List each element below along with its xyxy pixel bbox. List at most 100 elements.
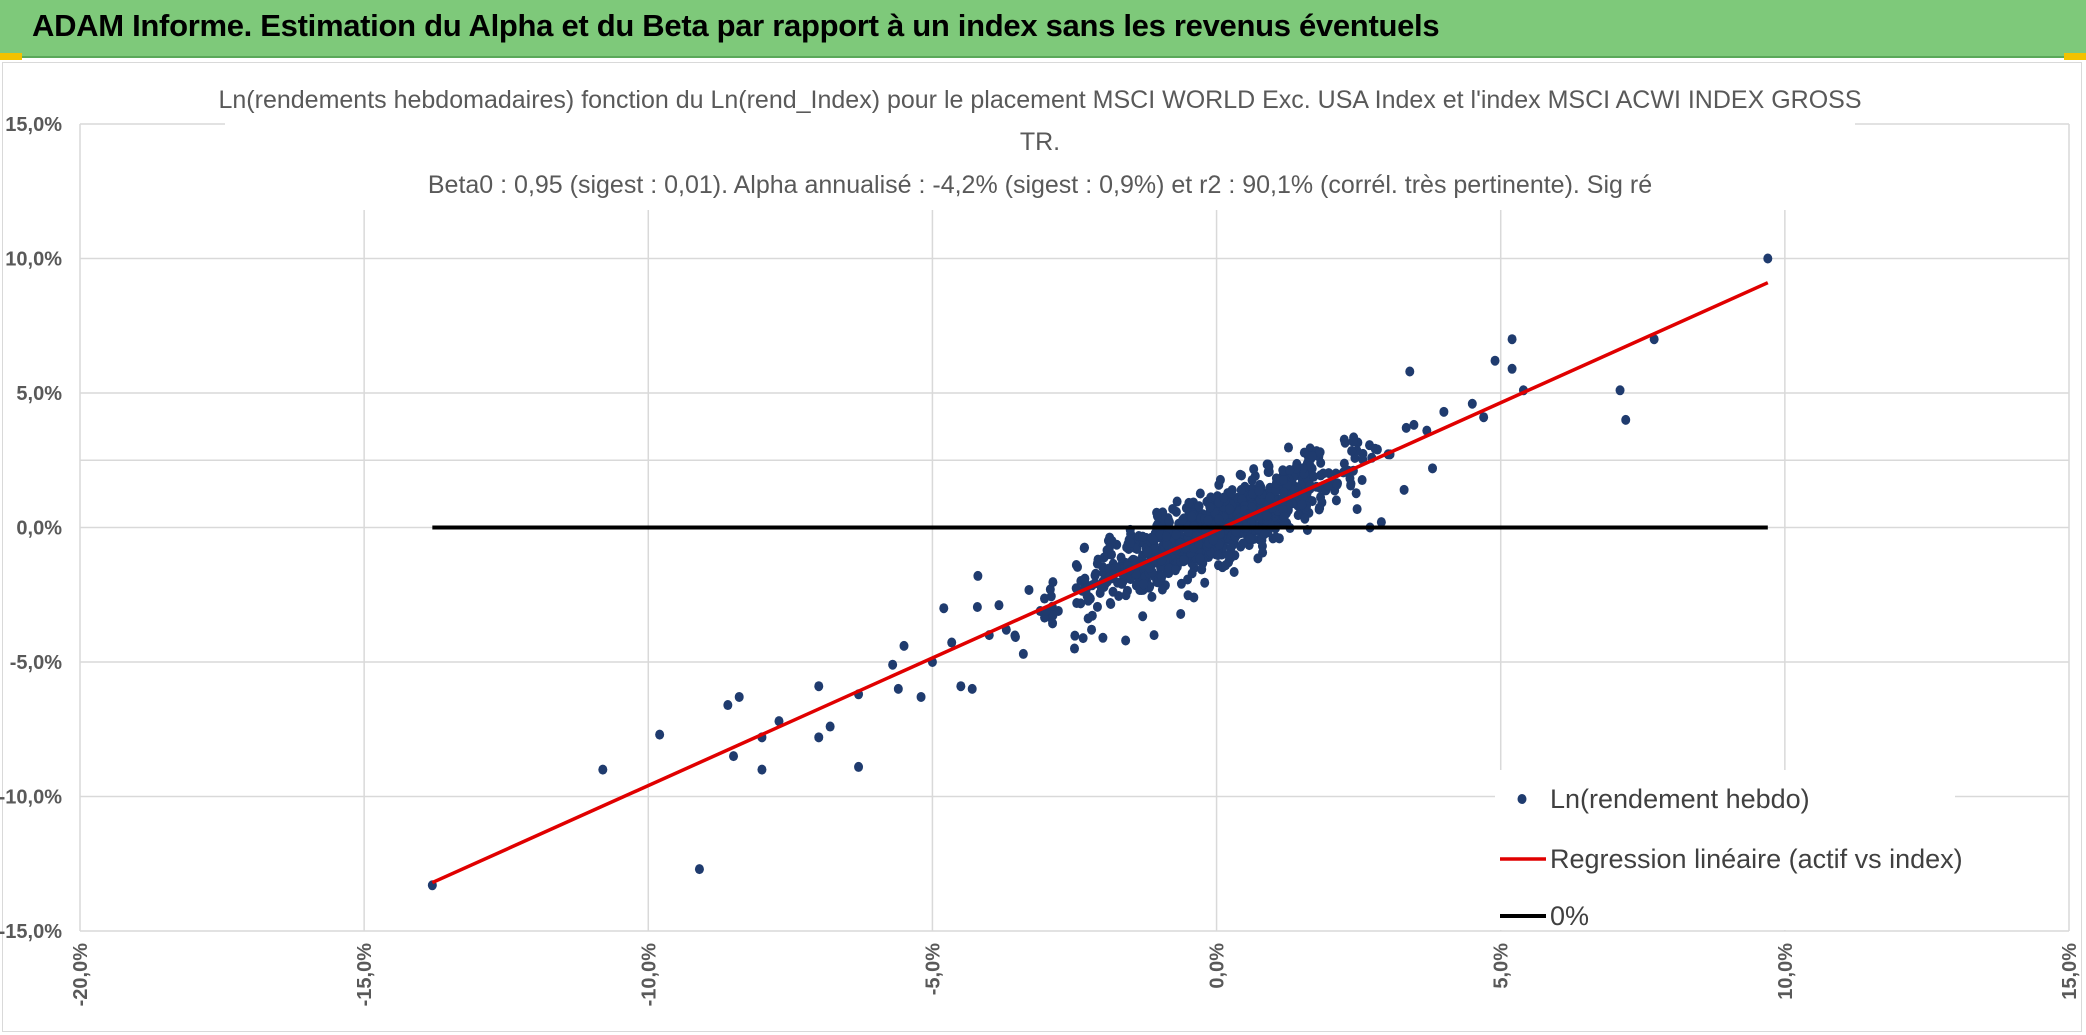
- data-point: [1263, 459, 1273, 470]
- data-point: [1479, 412, 1489, 423]
- data-point: [1351, 488, 1361, 499]
- x-tick-label: -5,0%: [922, 943, 944, 995]
- y-tick-label: 5,0%: [16, 383, 62, 405]
- data-point: [947, 637, 957, 648]
- data-point: [1236, 485, 1246, 496]
- data-point: [1200, 577, 1210, 588]
- data-point: [1170, 565, 1180, 576]
- data-point: [814, 732, 824, 743]
- data-point: [1305, 461, 1315, 472]
- data-point: [1152, 511, 1162, 522]
- data-point: [888, 659, 898, 670]
- data-point: [1254, 485, 1264, 496]
- data-point: [734, 691, 744, 702]
- regression-line: [431, 281, 1769, 885]
- data-point: [1116, 552, 1126, 563]
- legend-label-zero: 0%: [1550, 901, 1589, 931]
- data-point: [1219, 492, 1229, 503]
- data-point: [1184, 497, 1194, 508]
- data-point: [973, 570, 983, 581]
- data-point: [1253, 553, 1263, 564]
- x-tick-label: 15,0%: [2059, 943, 2081, 1000]
- data-point: [1271, 532, 1281, 543]
- corner-marker-left: [0, 53, 22, 60]
- data-point: [1615, 385, 1625, 396]
- data-point: [1235, 469, 1245, 480]
- data-point: [1168, 503, 1178, 514]
- data-point: [1348, 436, 1358, 447]
- data-point: [1318, 468, 1328, 479]
- legend-marker-scatter: [1517, 794, 1527, 804]
- data-point: [1309, 471, 1319, 482]
- data-point: [1278, 504, 1288, 515]
- data-point: [1314, 502, 1324, 513]
- data-point: [598, 764, 608, 775]
- data-point: [1763, 253, 1773, 264]
- data-point: [893, 683, 903, 694]
- data-point: [1249, 464, 1259, 475]
- data-point: [825, 721, 835, 732]
- data-point: [1259, 529, 1269, 540]
- data-point: [1048, 577, 1058, 588]
- data-point: [956, 681, 966, 692]
- corner-marker-right: [2064, 53, 2086, 60]
- data-point: [1507, 363, 1517, 374]
- data-point: [1203, 515, 1213, 526]
- y-tick-label: 15,0%: [5, 114, 62, 136]
- data-point: [1283, 442, 1293, 453]
- data-point: [1189, 592, 1199, 603]
- data-point: [1046, 591, 1056, 602]
- data-point: [1279, 487, 1289, 498]
- data-point: [1293, 510, 1303, 521]
- data-point: [1405, 366, 1415, 377]
- data-point: [1179, 555, 1189, 566]
- data-point: [1157, 584, 1167, 595]
- data-point: [1340, 437, 1350, 448]
- data-point: [1024, 584, 1034, 595]
- data-point: [1010, 632, 1020, 643]
- data-point: [1262, 511, 1272, 522]
- data-point: [1347, 446, 1357, 457]
- data-point: [1298, 463, 1308, 474]
- data-point: [1213, 550, 1223, 561]
- data-point: [1187, 511, 1197, 522]
- data-point: [1073, 561, 1083, 572]
- y-tick-label: -15,0%: [0, 921, 62, 943]
- data-point: [1078, 633, 1088, 644]
- data-point: [1161, 531, 1171, 542]
- data-point: [1264, 466, 1274, 477]
- data-point: [1332, 479, 1342, 490]
- data-point: [1208, 535, 1218, 546]
- title-background: [225, 80, 1855, 210]
- data-point: [1079, 543, 1089, 554]
- data-point: [694, 864, 704, 875]
- data-point: [1323, 480, 1333, 491]
- data-point: [1040, 593, 1050, 604]
- data-point: [972, 602, 982, 613]
- data-point: [939, 603, 949, 614]
- data-point: [1315, 447, 1325, 458]
- data-point: [1149, 630, 1159, 641]
- data-point: [1221, 560, 1231, 571]
- data-point: [723, 700, 733, 711]
- data-point: [1278, 465, 1288, 476]
- data-point: [1018, 648, 1028, 659]
- data-point: [967, 683, 977, 694]
- data-point: [1156, 571, 1166, 582]
- data-point: [1225, 504, 1235, 515]
- data-point: [1087, 610, 1097, 621]
- data-point: [1279, 475, 1289, 486]
- data-point: [1297, 499, 1307, 510]
- data-point: [1070, 643, 1079, 654]
- data-point: [814, 681, 824, 692]
- data-point: [1357, 475, 1367, 486]
- data-point: [1138, 611, 1148, 622]
- data-point: [1087, 624, 1097, 635]
- data-point: [1197, 564, 1207, 575]
- data-point: [1098, 632, 1108, 643]
- data-point: [1339, 458, 1349, 469]
- data-point: [757, 764, 767, 775]
- x-tick-label: 5,0%: [1491, 943, 1513, 989]
- data-point: [774, 716, 784, 727]
